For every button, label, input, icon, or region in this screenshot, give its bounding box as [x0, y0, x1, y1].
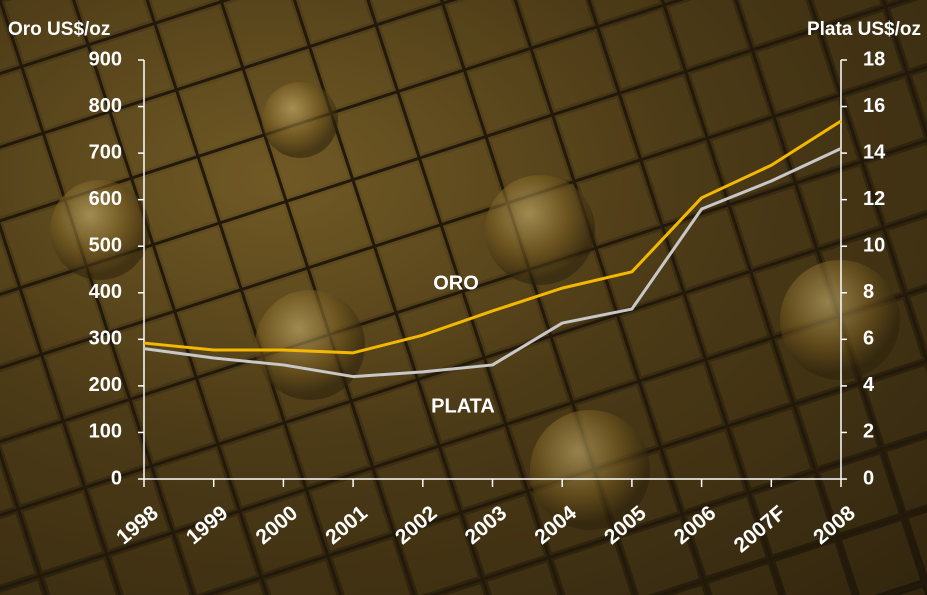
y2-tick-label: 2	[863, 421, 874, 443]
y2-tick-label: 14	[863, 141, 886, 163]
y2-axis-label: Plata US$/oz	[807, 19, 921, 40]
y-tick-label: 500	[89, 235, 122, 257]
y2-tick-label: 10	[863, 235, 885, 257]
background-decor	[50, 82, 900, 530]
y2-tick-label: 18	[863, 48, 885, 70]
series-label: ORO	[433, 272, 479, 294]
y2-tick-label: 0	[863, 467, 874, 489]
y-tick-label: 200	[89, 374, 122, 396]
y2-tick-label: 4	[863, 374, 875, 396]
series-line	[143, 147, 842, 379]
y-tick-label: 0	[111, 467, 122, 489]
y2-tick-label: 16	[863, 95, 885, 117]
y-tick-label: 700	[89, 141, 122, 163]
y-tick-label: 400	[89, 281, 122, 303]
series-line	[143, 119, 842, 355]
y-tick-label: 800	[89, 95, 122, 117]
y2-tick-label: 8	[863, 281, 874, 303]
y2-tick-label: 12	[863, 188, 885, 210]
y-tick-label: 900	[89, 48, 122, 70]
series-label: PLATA	[431, 395, 495, 417]
y-tick-label: 300	[89, 328, 122, 350]
y2-tick-label: 6	[863, 328, 874, 350]
y-axis-label: Oro US$/oz	[8, 19, 110, 40]
y-tick-label: 100	[89, 421, 122, 443]
y-tick-label: 600	[89, 188, 122, 210]
